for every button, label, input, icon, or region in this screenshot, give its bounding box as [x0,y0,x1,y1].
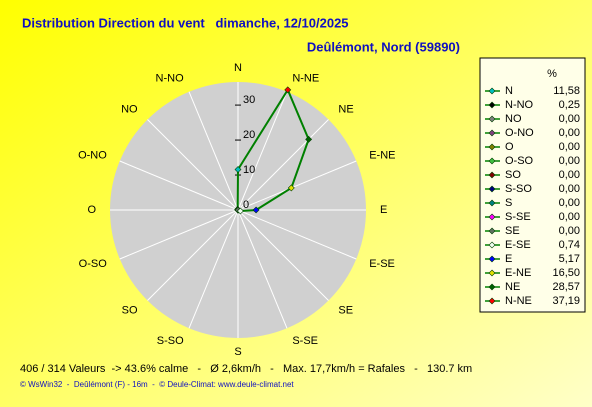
spoke [237,209,288,329]
spoke [147,119,239,211]
spoke [237,91,288,211]
direction-label: O [87,204,96,216]
direction-label: N [234,62,242,74]
legend-value: 0,00 [559,183,580,195]
direction-label: SO [122,304,138,316]
legend-value: 16,50 [552,267,580,279]
direction-label: NE [338,103,353,115]
legend-marker [488,227,496,235]
legend-marker [488,213,496,221]
spoke [119,160,239,211]
legend-marker [488,143,496,151]
point-marker [252,206,260,214]
legend-label: O-SO [505,155,534,167]
r-tick-label: 20 [243,129,255,141]
direction-label: O-SO [79,258,108,270]
footer: 406 / 314 Valeurs -> 43.6% calme - Ø 2,6… [20,363,472,375]
point-marker [236,207,244,215]
direction-label: N-NE [292,73,319,85]
spoke [188,209,239,329]
legend-marker [488,283,496,291]
legend-marker [488,87,496,95]
spoke [119,209,239,260]
chart-subtitle: Deûlémont, Nord (59890) [307,39,460,54]
legend-label: NE [505,281,520,293]
legend-marker [488,241,496,249]
direction-label: E-NE [369,150,395,162]
point-marker [305,135,313,143]
legend-label: E-SE [505,239,531,251]
legend-value: 0,00 [559,211,580,223]
direction-label: S-SE [292,335,318,347]
legend-value: 0,00 [559,197,580,209]
r-tick-label: 0 [243,199,249,211]
legend-box [479,57,586,313]
spoke [237,119,329,211]
spoke [237,160,357,211]
legend-marker [488,101,496,109]
legend-value: 0,00 [559,127,580,139]
legend-marker [488,171,496,179]
legend-marker [488,157,496,165]
point-marker [234,166,242,173]
legend-value: 0,74 [559,239,580,251]
legend-label: S [505,197,512,209]
legend-marker [488,297,496,305]
legend-label: S-SO [505,183,532,195]
legend-value: 37,19 [552,295,580,307]
legend-marker [488,129,496,137]
direction-label: E-SE [369,258,395,270]
legend-value: 5,17 [559,253,580,265]
legend-label: NO [505,113,522,125]
direction-label: N-NO [156,73,185,85]
point-marker [287,184,295,192]
legend-header: % [547,68,557,80]
legend-label: S-SE [505,211,531,223]
r-tick-label: 30 [243,94,255,106]
point-marker [284,86,292,94]
legend-value: 0,00 [559,155,580,167]
spoke [188,91,239,211]
direction-label: S-SO [157,335,184,347]
legend-marker [488,199,496,207]
legend-value: 0,00 [559,169,580,181]
legend-label: E-NE [505,267,531,279]
direction-label: O-NO [78,150,107,162]
legend-marker [488,115,496,123]
direction-label: NO [121,103,138,115]
legend-label: O [505,141,514,153]
legend-value: 0,25 [559,99,580,111]
legend-label: O-NO [505,127,534,139]
spoke [237,209,357,260]
legend-marker [488,269,496,277]
legend-value: 0,00 [559,141,580,153]
r-tick-label: 10 [243,164,255,176]
legend-value: 28,57 [552,281,580,293]
legend-label: E [505,253,512,265]
legend-label: SE [505,225,520,237]
legend-label: N [505,85,513,97]
legend-marker [488,255,496,263]
direction-label: SE [338,304,353,316]
direction-label: S [234,346,241,358]
legend-label: SO [505,169,521,181]
chart-title: Distribution Direction du vent dimanche,… [22,15,349,30]
legend-value: 0,00 [559,225,580,237]
credits: © WsWin32 - Deûlémont (F) - 16m - © Deul… [20,380,294,389]
legend-label: N-NO [505,99,534,111]
legend-label: N-NE [505,295,532,307]
spoke [237,209,329,301]
direction-label: E [380,204,387,216]
legend-marker [488,185,496,193]
legend-value: 11,58 [553,85,580,97]
legend-value: 0,00 [559,113,580,125]
spoke [147,209,239,301]
